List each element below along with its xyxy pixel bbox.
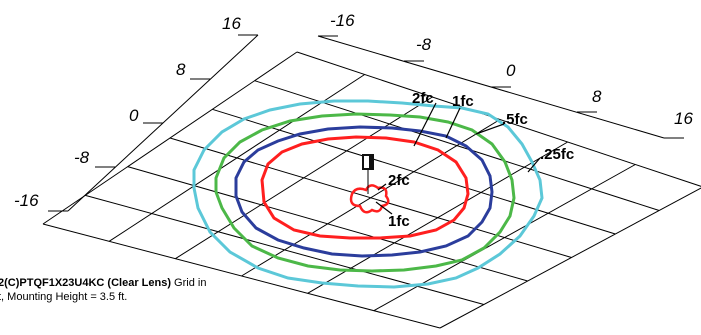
label-inner-1fc: 1fc (388, 213, 410, 230)
leader-025fc (527, 157, 541, 173)
label-1fc: 1fc (452, 93, 474, 110)
label-2fc: 2fc (412, 90, 434, 107)
grid-line (296, 51, 701, 187)
right-axis-label-8: 8 (592, 87, 602, 106)
leader-05fc (475, 123, 505, 135)
label-025fc: .25fc (540, 146, 574, 163)
right-axis-label-16: 16 (674, 109, 693, 128)
right-axis (317, 35, 684, 139)
grid-line (439, 187, 701, 329)
left-axis-label-8: 8 (176, 60, 186, 79)
caption-line-1-rest: Grid in (171, 277, 207, 289)
caption: 2(C)PTQF1X23U4KC (Clear Lens) Grid in t,… (0, 276, 358, 304)
caption-model: 2(C)PTQF1X23U4KC (Clear Lens) (0, 277, 171, 289)
caption-line-1: 2(C)PTQF1X23U4KC (Clear Lens) Grid in (0, 276, 358, 290)
right-axis-label-neg8: -8 (416, 35, 432, 54)
leader-inner-2fc (377, 183, 387, 191)
contour-2fc (260, 135, 470, 240)
leader-lines (375, 102, 541, 215)
label-inner-2fc: 2fc (388, 172, 410, 189)
right-axis-label-neg16: -16 (330, 11, 355, 30)
left-axis (48, 34, 259, 212)
leader-1fc (445, 107, 461, 139)
left-axis-label-16: 16 (222, 14, 241, 33)
leader-inner-1fc (375, 201, 393, 215)
contour-1fc (234, 125, 494, 258)
contour-center-2fc (349, 184, 390, 214)
left-axis-label-neg16: -16 (14, 191, 39, 210)
contour-025fc (192, 99, 544, 289)
left-axis-label-0: 0 (129, 106, 139, 125)
left-axis-label-neg8: -8 (74, 148, 90, 167)
grid-line (373, 164, 636, 312)
leader-2fc (413, 102, 437, 147)
contour-05fc (214, 112, 516, 273)
right-axis-label-0: 0 (506, 61, 516, 80)
luminaire-icon (362, 154, 374, 194)
label-05fc: .5fc (502, 111, 528, 128)
caption-line-2: t, Mounting Height = 3.5 ft. (0, 291, 128, 303)
